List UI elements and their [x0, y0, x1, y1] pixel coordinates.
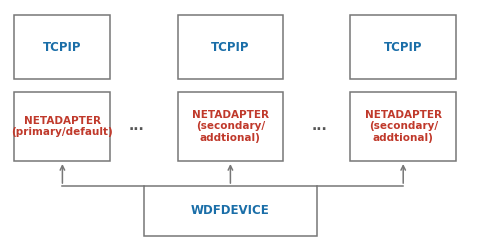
Text: ...: ... — [312, 120, 327, 133]
Text: TCPIP: TCPIP — [43, 41, 82, 54]
Text: TCPIP: TCPIP — [211, 41, 250, 54]
Text: NETADAPTER
(secondary/
addtional): NETADAPTER (secondary/ addtional) — [192, 110, 269, 143]
Bar — [350, 15, 456, 79]
Bar — [14, 92, 110, 161]
Text: TCPIP: TCPIP — [384, 41, 422, 54]
Text: WDFDEVICE: WDFDEVICE — [191, 204, 270, 217]
Bar — [144, 186, 317, 236]
Bar — [178, 92, 283, 161]
Text: ...: ... — [129, 120, 144, 133]
Bar — [178, 15, 283, 79]
Text: NETADAPTER
(primary/default): NETADAPTER (primary/default) — [12, 116, 113, 137]
Text: NETADAPTER
(secondary/
addtional): NETADAPTER (secondary/ addtional) — [365, 110, 442, 143]
Bar — [350, 92, 456, 161]
Bar — [14, 15, 110, 79]
